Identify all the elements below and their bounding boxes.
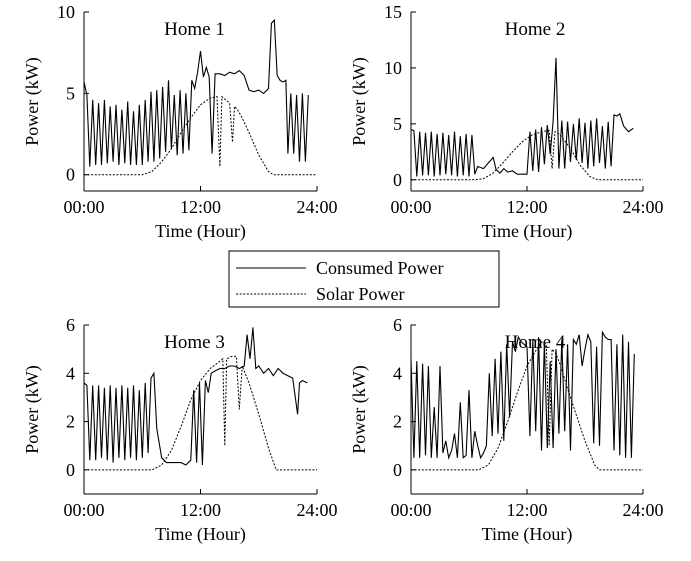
legend-box bbox=[228, 250, 500, 308]
solar-power-line bbox=[411, 341, 643, 471]
y-axis-label: Power (kW) bbox=[22, 365, 43, 453]
y-tick-label: 0 bbox=[393, 460, 402, 480]
x-tick-label: 24:00 bbox=[296, 197, 337, 217]
plot-area bbox=[84, 18, 317, 176]
y-tick-label: 5 bbox=[393, 114, 402, 134]
x-tick-label: 24:00 bbox=[622, 500, 663, 520]
solar-power-line bbox=[84, 355, 317, 471]
x-tick-label: 12:00 bbox=[506, 500, 547, 520]
x-tick-label: 00:00 bbox=[390, 500, 431, 520]
legend: Consumed Power Solar Power bbox=[228, 250, 500, 308]
consumed-power-line bbox=[84, 18, 309, 167]
solar-power-line bbox=[411, 130, 643, 181]
y-tick-label: 10 bbox=[57, 2, 75, 22]
y-tick-label: 4 bbox=[393, 363, 402, 383]
subplots: 0 5 10 00:00 12:00 24:00 Time (Hour) Power (kW)… bbox=[22, 2, 664, 545]
y-tick-label: 15 bbox=[384, 2, 402, 22]
y-tick-label: 5 bbox=[66, 83, 75, 103]
y-tick-label: 2 bbox=[393, 412, 402, 432]
x-tick-label: 00:00 bbox=[63, 500, 104, 520]
x-tick-label: 12:00 bbox=[180, 197, 221, 217]
x-tick-label: 24:00 bbox=[296, 500, 337, 520]
x-tick-label: 12:00 bbox=[506, 197, 547, 217]
y-tick-label: 6 bbox=[66, 315, 75, 335]
x-axis-label: Time (Hour) bbox=[155, 221, 246, 242]
y-axis-label: Power (kW) bbox=[349, 365, 370, 453]
solar-power-line bbox=[84, 95, 317, 176]
x-tick-label: 00:00 bbox=[63, 197, 104, 217]
subplot-title: Home 3 bbox=[164, 332, 225, 353]
x-tick-label: 24:00 bbox=[622, 197, 663, 217]
y-axis-label: Power (kW) bbox=[349, 57, 370, 145]
plot-area bbox=[84, 327, 317, 471]
legend-consumed-label: Consumed Power bbox=[316, 258, 444, 278]
y-tick-label: 6 bbox=[393, 315, 402, 335]
x-tick-label: 00:00 bbox=[390, 197, 431, 217]
subplot-1: 0 5 10 00:00 12:00 24:00 Time (Hour) Power (kW)… bbox=[22, 2, 338, 242]
x-axis-label: Time (Hour) bbox=[482, 524, 573, 545]
subplot-title: Home 1 bbox=[164, 19, 225, 40]
consumed-power-line bbox=[411, 330, 635, 460]
y-tick-label: 10 bbox=[384, 58, 402, 78]
y-tick-label: 2 bbox=[66, 412, 75, 432]
plot-area bbox=[411, 57, 643, 181]
legend-solar-label: Solar Power bbox=[316, 284, 405, 304]
x-axis-label: Time (Hour) bbox=[155, 524, 246, 545]
x-axis-label: Time (Hour) bbox=[482, 221, 573, 242]
consumed-power-line bbox=[411, 57, 634, 177]
subplot-2: 0 5 10 15 00:00 12:00 24:00 Time (Hour) Power (k… bbox=[349, 2, 664, 242]
y-axis-label: Power (kW) bbox=[22, 57, 43, 145]
y-tick-label: 0 bbox=[66, 460, 75, 480]
consumed-power-line bbox=[84, 327, 308, 466]
subplot-4: 0 2 4 6 00:00 12:00 24:00 Time (Hour) Power (kW)… bbox=[349, 315, 664, 545]
x-tick-label: 12:00 bbox=[180, 500, 221, 520]
subplot-title: Home 2 bbox=[505, 19, 566, 40]
y-tick-label: 0 bbox=[66, 165, 75, 185]
plot-area bbox=[411, 330, 643, 471]
subplot-title: Home 4 bbox=[505, 332, 566, 353]
subplot-3: 0 2 4 6 00:00 12:00 24:00 Time (Hour) Power (kW)… bbox=[22, 315, 338, 545]
y-tick-label: 4 bbox=[66, 363, 75, 383]
y-tick-label: 0 bbox=[393, 170, 402, 190]
